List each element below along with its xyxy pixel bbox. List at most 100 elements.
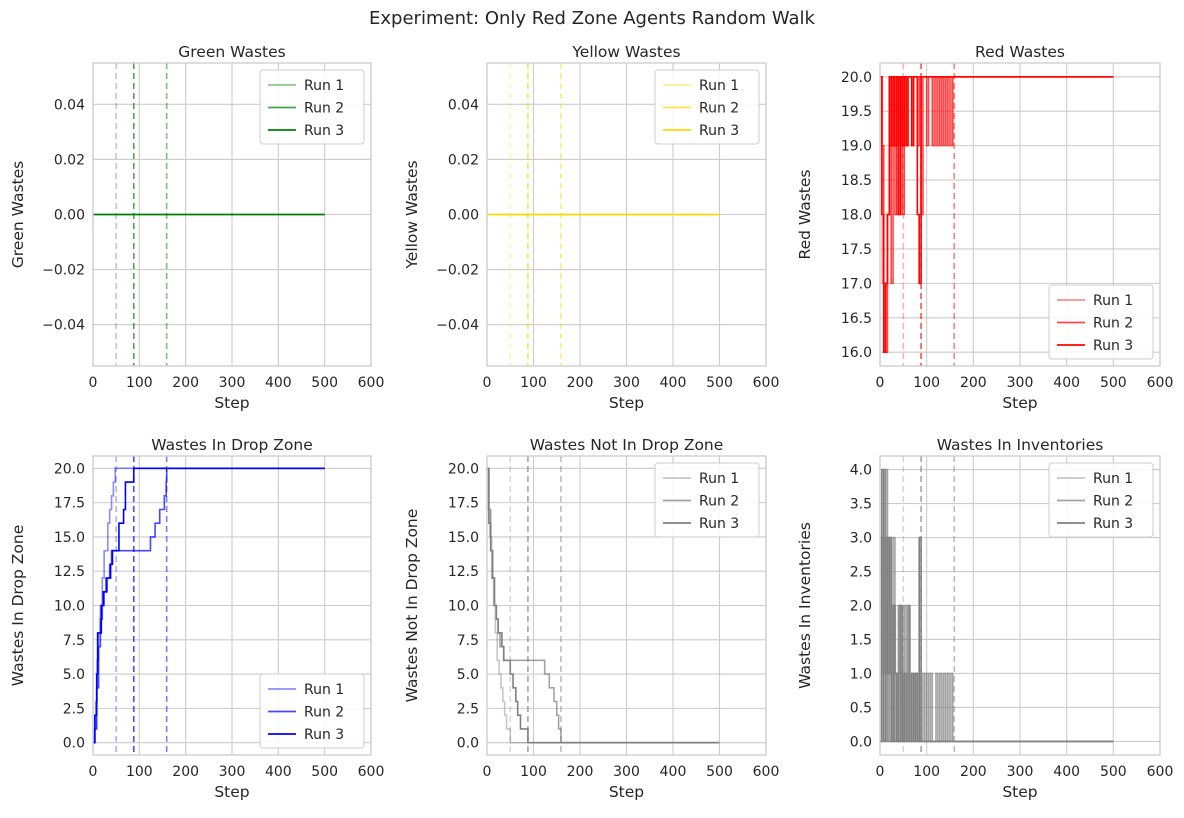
x-tick-label: 300 [219,375,246,391]
legend-label-run-2: Run 2 [699,494,739,510]
y-axis-label: Wastes In Drop Zone [9,525,27,687]
legend-label-run-2: Run 2 [699,101,739,117]
series-line-run-3 [880,75,1114,354]
x-tick-label: 400 [1053,764,1080,780]
y-tick-label: 0.0 [457,736,479,752]
x-tick-label: 300 [219,764,246,780]
legend: Run 1 Run 2 Run 3 [1048,462,1154,538]
x-tick-label: 100 [126,375,153,391]
y-tick-label: 10.0 [448,599,479,615]
legend: Run 1 Run 2 Run 3 [654,69,760,145]
x-tick-label: 100 [913,764,940,780]
legend-label-run-3: Run 3 [699,123,739,139]
legend-label-run-1: Run 1 [699,78,739,94]
x-tick-label: 600 [753,375,780,391]
y-tick-label: −0.04 [42,318,85,334]
chart-title: Wastes In Drop Zone [151,436,313,454]
x-tick-label: 400 [660,375,687,391]
x-tick-label: 0 [876,375,885,391]
legend-label-run-2: Run 2 [1093,494,1133,510]
legend: Run 1 Run 2 Run 3 [259,673,365,749]
legend-label-run-3: Run 3 [1093,338,1133,354]
y-axis-label: Red Wastes [796,170,814,260]
legend-label-run-3: Run 3 [699,516,739,532]
y-tick-label: 1.5 [850,632,872,648]
y-tick-label: 20.0 [54,461,85,477]
y-tick-label: 5.0 [63,667,85,683]
y-tick-label: 20.0 [841,70,872,86]
legend: Run 1 Run 2 Run 3 [654,462,760,538]
chart-panel-3: 0 100 200 300 400 500 600 16.0 16.5 17.0 17.5 18.0 1… [796,43,1173,412]
x-tick-label: 400 [1053,375,1080,391]
y-axis-label: Wastes In Inventories [796,522,814,689]
x-tick-label: 600 [1147,375,1174,391]
y-tick-label: 0.5 [850,700,872,716]
legend-label-run-2: Run 2 [304,705,344,721]
y-tick-label: 3.0 [850,531,872,547]
y-tick-label: 2.5 [63,701,85,717]
x-tick-label: 600 [358,375,385,391]
x-tick-label: 200 [567,764,594,780]
x-tick-label: 500 [1100,375,1127,391]
y-tick-label: 18.5 [841,173,872,189]
y-tick-label: 16.0 [841,345,872,361]
x-axis-label: Step [214,394,249,412]
chart-panel-1: 0 100 200 300 400 500 600 −0.04 −0.02 0.00 0.02 0.0… [9,43,384,412]
x-tick-label: 0 [483,764,492,780]
series-line-run-2 [93,467,325,744]
x-axis-label: Step [214,783,249,801]
axes-frame [879,455,1161,756]
x-tick-label: 200 [567,375,594,391]
x-tick-label: 500 [706,375,733,391]
x-tick-label: 0 [483,375,492,391]
legend-label-run-1: Run 1 [699,471,739,487]
legend-label-run-1: Run 1 [304,78,344,94]
chart-panel-6: 0 100 200 300 400 500 600 0.0 0.5 1.0 1.5 2.0 2.5 3.0… [796,436,1173,801]
legend-label-run-3: Run 3 [304,123,344,139]
x-tick-label: 600 [358,764,385,780]
axes-frame [879,62,1161,367]
x-tick-label: 0 [89,375,98,391]
y-tick-label: 10.0 [54,599,85,615]
chart-panel-5: 0 100 200 300 400 500 600 0.0 2.5 5.0 7.5 10.0 12.5 1… [403,436,779,801]
x-tick-label: 600 [1147,764,1174,780]
chart-title: Wastes In Inventories [937,436,1104,454]
y-tick-label: 0.02 [448,152,479,168]
legend-label-run-2: Run 2 [1093,316,1133,332]
x-tick-label: 100 [520,764,547,780]
x-tick-label: 500 [1100,764,1127,780]
y-tick-label: 7.5 [63,633,85,649]
y-axis-label: Green Wastes [9,161,27,268]
series-line-run-3 [487,467,720,744]
x-axis-label: Step [1002,783,1037,801]
axes-frame [486,62,767,367]
x-tick-label: 200 [172,375,199,391]
legend-label-run-3: Run 3 [304,727,344,743]
y-tick-label: 7.5 [457,633,479,649]
chart-panel-2: 0 100 200 300 400 500 600 −0.04 −0.02 0.00 0.02 0.0… [403,43,779,412]
x-tick-label: 500 [706,764,733,780]
legend-label-run-1: Run 1 [1093,293,1133,309]
legend: Run 1 Run 2 Run 3 [259,69,365,145]
legend: Run 1 Run 2 Run 3 [1048,284,1154,360]
legend-label-run-2: Run 2 [304,101,344,117]
y-tick-label: 12.5 [54,564,85,580]
y-tick-label: 15.0 [54,530,85,546]
y-tick-label: 20.0 [448,461,479,477]
x-tick-label: 200 [960,764,987,780]
y-tick-label: 17.0 [841,276,872,292]
y-tick-label: 5.0 [457,667,479,683]
x-tick-label: 300 [613,764,640,780]
x-tick-label: 500 [311,375,338,391]
legend-label-run-3: Run 3 [1093,516,1133,532]
x-tick-label: 300 [613,375,640,391]
x-tick-label: 400 [265,764,292,780]
x-tick-label: 100 [520,375,547,391]
axes-frame [92,62,372,367]
y-tick-label: 15.0 [448,530,479,546]
chart-title: Red Wastes [975,43,1065,61]
x-tick-label: 400 [660,764,687,780]
x-axis-label: Step [1002,394,1037,412]
y-tick-label: 0.00 [448,208,479,224]
